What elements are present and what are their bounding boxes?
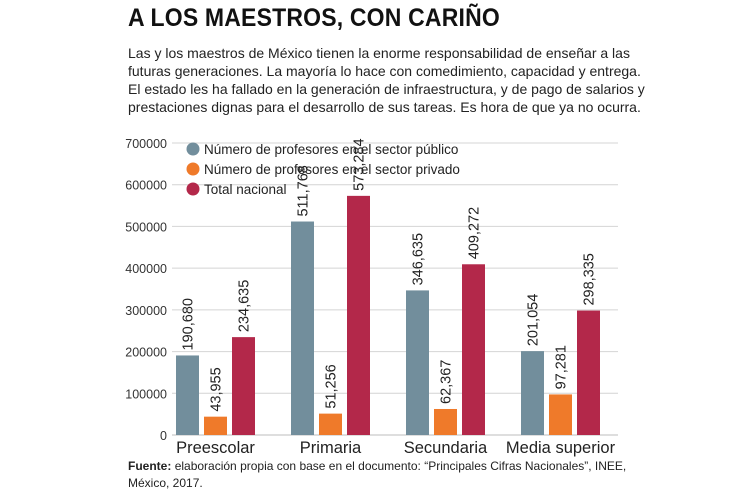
bar-value-label: 62,367 (439, 360, 455, 404)
y-tick-label: 400000 (125, 262, 167, 276)
bar (434, 408, 457, 435)
legend-marker (186, 142, 200, 156)
bar-value-label: 201,054 (526, 294, 542, 346)
bar-value-label: 409,272 (467, 207, 483, 259)
bar (577, 310, 600, 435)
y-tick-label: 200000 (125, 346, 167, 360)
bar (347, 195, 370, 435)
y-tick-label: 600000 (125, 179, 167, 193)
source-note: Fuente: elaboración propia con base en e… (128, 458, 648, 492)
bar (291, 221, 314, 435)
bar (521, 351, 544, 435)
bar (549, 394, 572, 435)
y-tick-label: 700000 (125, 137, 167, 151)
legend-label: Total nacional (204, 182, 287, 197)
bar-value-label: 346,635 (411, 233, 427, 285)
y-tick-label: 500000 (125, 220, 167, 234)
bar (232, 337, 255, 435)
bar (406, 290, 429, 435)
bar (462, 264, 485, 435)
bar-value-label: 298,335 (582, 253, 598, 305)
x-category-label: Media superior (506, 439, 616, 457)
bar (319, 413, 342, 435)
x-category-label: Primaria (300, 439, 362, 457)
bar (176, 355, 199, 435)
bar-value-label: 97,281 (554, 345, 570, 389)
bar-value-label: 511,768 (296, 165, 312, 216)
bar-value-label: 43,955 (209, 367, 225, 411)
x-category-label: Secundaria (404, 439, 488, 457)
intro-line: futuras generaciones. La mayoría lo hace… (128, 63, 641, 79)
intro-line: Las y los maestros de México tienen la e… (128, 45, 630, 61)
bar-value-label: 573,284 (352, 138, 368, 190)
intro-paragraph: Las y los maestros de México tienen la e… (128, 44, 648, 116)
legend-marker (186, 182, 200, 196)
legend-label: Número de profesores en el sector públic… (204, 142, 458, 157)
bar-value-label: 51,256 (324, 364, 340, 408)
legend-marker (186, 162, 200, 176)
x-category-label: Preescolar (176, 439, 255, 457)
y-tick-label: 300000 (125, 304, 167, 318)
intro-line: El estado les ha fallado en la generació… (128, 81, 645, 97)
chart-title: A LOS MAESTROS, CON CARIÑO (128, 4, 500, 32)
intro-line: prestaciones dignas para el desarrollo d… (128, 99, 641, 115)
bar-value-label: 190,680 (181, 298, 197, 350)
source-label: Fuente: (128, 459, 172, 473)
y-tick-label: 100000 (125, 387, 167, 401)
source-text: elaboración propia con base en el docume… (128, 459, 627, 490)
bar-value-label: 234,635 (237, 280, 253, 332)
bar (204, 416, 227, 435)
y-tick-label: 0 (160, 429, 167, 443)
legend-label: Número de profesores en el sector privad… (204, 162, 460, 177)
